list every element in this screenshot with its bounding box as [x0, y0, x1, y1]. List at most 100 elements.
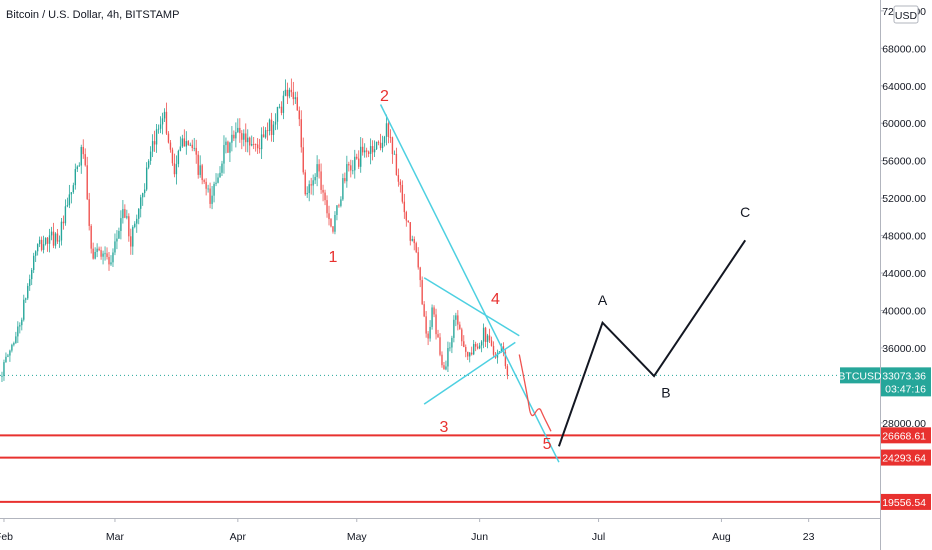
candle-body — [70, 192, 73, 195]
candle-body — [122, 209, 124, 219]
candle-body — [453, 319, 455, 338]
candle — [346, 155, 348, 188]
candle-body — [332, 226, 334, 232]
candle — [98, 246, 100, 252]
candle — [80, 144, 82, 174]
candle — [358, 150, 360, 170]
candle — [443, 361, 445, 370]
candle-body — [68, 194, 71, 206]
candle-body — [268, 119, 271, 132]
candle-body — [235, 132, 237, 139]
candle-body — [147, 160, 150, 168]
level-tag-box — [881, 493, 931, 510]
candle-body — [433, 307, 435, 315]
candle — [11, 343, 13, 353]
candle-body — [310, 184, 312, 186]
candle — [203, 178, 205, 184]
candle-body — [290, 89, 293, 93]
candle — [7, 353, 9, 358]
candle-body — [94, 251, 96, 259]
candle-body — [457, 315, 459, 325]
candle-body — [260, 134, 263, 150]
candle-body — [288, 89, 291, 97]
candle — [189, 142, 191, 147]
candle-body — [54, 233, 57, 246]
candle — [469, 351, 471, 363]
candle — [132, 225, 134, 255]
candle-body — [177, 150, 180, 165]
candle-body — [340, 199, 342, 206]
candle — [185, 131, 187, 155]
candle — [76, 165, 78, 173]
projection-label: A — [598, 292, 608, 308]
candle-body — [90, 225, 92, 249]
candle — [254, 143, 257, 152]
candle-body — [25, 298, 27, 300]
wave-label: 3 — [440, 419, 449, 436]
time-axis: Feb Mar Apr May Jun Jul Aug 23 — [0, 518, 880, 550]
candle-body — [209, 188, 211, 204]
candle-body — [23, 299, 25, 320]
candle — [64, 199, 67, 226]
candle-body — [193, 147, 195, 149]
candle — [264, 127, 267, 139]
candle — [21, 317, 23, 331]
price-tick-label: 28000.00 — [882, 418, 926, 430]
candle-body — [294, 97, 297, 100]
candle-body — [229, 142, 231, 153]
candle-body — [455, 315, 457, 320]
projection-path — [557, 239, 747, 447]
candle — [393, 150, 396, 155]
candle-body — [231, 134, 233, 143]
candle-body — [324, 192, 326, 201]
candle-body — [116, 238, 118, 242]
candle — [310, 177, 312, 195]
candle — [40, 236, 43, 252]
candle-body — [167, 133, 170, 143]
candle — [120, 210, 122, 240]
candle — [478, 342, 481, 350]
candle — [403, 193, 406, 219]
candle — [334, 211, 336, 235]
candle — [431, 304, 433, 330]
candle — [467, 351, 469, 361]
price-tick-label: 36000.00 — [882, 343, 926, 355]
candle — [385, 114, 388, 146]
candle — [262, 126, 265, 138]
candle — [159, 116, 162, 134]
candle-body — [443, 365, 445, 370]
candle — [108, 252, 110, 271]
candle — [383, 135, 386, 147]
candle-body — [50, 231, 53, 236]
candle — [288, 87, 291, 99]
time-tick-label: Feb — [0, 531, 13, 543]
candle-body — [171, 149, 174, 164]
candle — [215, 173, 217, 187]
candle-body — [132, 226, 134, 247]
candle-body — [409, 222, 411, 241]
candle-body — [15, 336, 17, 344]
candle-body — [393, 153, 396, 155]
candle-body — [451, 337, 453, 348]
candle-body — [314, 176, 316, 181]
candle-body — [223, 145, 225, 164]
candle-body — [173, 163, 176, 175]
candle-body — [282, 95, 285, 113]
candle-body — [383, 136, 386, 143]
candle-body — [334, 215, 336, 232]
candle-body — [336, 205, 338, 216]
candle — [342, 173, 344, 201]
candle-body — [300, 119, 302, 148]
candle-body — [320, 171, 322, 190]
candle — [9, 349, 11, 362]
candle-body — [62, 221, 65, 224]
candle-body — [40, 239, 43, 250]
candlestick-series — [1, 78, 509, 382]
candle — [312, 174, 314, 196]
candle-body — [286, 89, 289, 97]
candle-body — [471, 352, 473, 355]
price-tick-label: 48000.00 — [882, 231, 926, 243]
candle-body — [488, 335, 491, 341]
